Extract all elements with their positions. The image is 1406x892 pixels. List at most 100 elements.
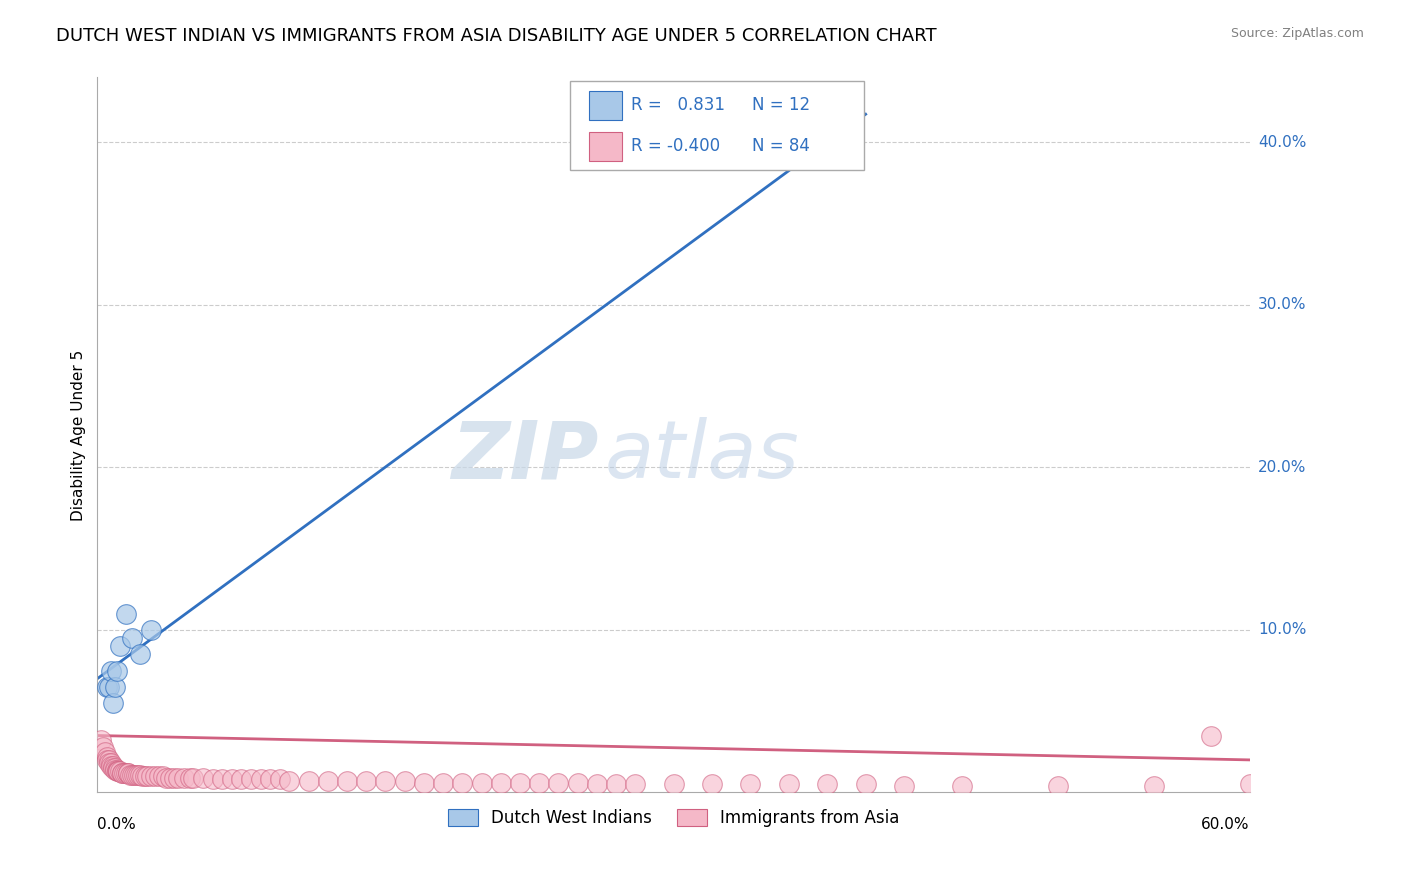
Point bbox=[432, 775, 454, 789]
Point bbox=[1143, 779, 1166, 793]
Bar bbox=[589, 91, 621, 120]
Point bbox=[115, 765, 138, 780]
Point bbox=[104, 761, 127, 775]
Point bbox=[97, 680, 120, 694]
Point bbox=[1201, 729, 1223, 743]
Text: 10.0%: 10.0% bbox=[1258, 623, 1306, 638]
Point bbox=[118, 767, 141, 781]
Point bbox=[96, 749, 118, 764]
Text: N = 12: N = 12 bbox=[752, 96, 810, 114]
Point bbox=[451, 775, 474, 789]
Point bbox=[740, 777, 762, 791]
Point bbox=[122, 767, 145, 781]
Text: 60.0%: 60.0% bbox=[1201, 817, 1250, 832]
Point bbox=[101, 761, 124, 775]
Point bbox=[470, 775, 492, 789]
Point bbox=[585, 777, 607, 791]
Text: 20.0%: 20.0% bbox=[1258, 460, 1306, 475]
Point bbox=[104, 680, 127, 694]
Point bbox=[624, 777, 647, 791]
Point bbox=[112, 765, 135, 780]
Point bbox=[605, 777, 627, 791]
Point bbox=[547, 775, 569, 789]
Point bbox=[139, 623, 162, 637]
Point bbox=[815, 777, 838, 791]
Point bbox=[950, 779, 973, 793]
Bar bbox=[589, 132, 621, 161]
Point bbox=[259, 772, 281, 787]
Point bbox=[107, 764, 129, 779]
Point bbox=[240, 772, 263, 787]
Point bbox=[249, 772, 271, 787]
Point bbox=[163, 771, 186, 785]
Point bbox=[567, 775, 589, 789]
Point bbox=[91, 739, 114, 754]
Point bbox=[96, 680, 118, 694]
Point bbox=[509, 775, 531, 789]
Point bbox=[173, 771, 195, 785]
Point bbox=[412, 775, 434, 789]
Point bbox=[90, 733, 112, 747]
Point bbox=[316, 774, 339, 789]
Point bbox=[152, 769, 174, 783]
Point bbox=[100, 664, 122, 678]
Point bbox=[855, 777, 877, 791]
Point bbox=[336, 774, 359, 789]
Point bbox=[96, 753, 118, 767]
Y-axis label: Disability Age Under 5: Disability Age Under 5 bbox=[72, 350, 86, 521]
Text: R =   0.831: R = 0.831 bbox=[631, 96, 725, 114]
Point bbox=[221, 772, 243, 787]
Point bbox=[201, 772, 224, 787]
Point bbox=[134, 769, 156, 783]
Point bbox=[700, 777, 723, 791]
Point bbox=[527, 775, 550, 789]
Point bbox=[136, 769, 159, 783]
Point bbox=[100, 756, 122, 771]
Point bbox=[662, 777, 685, 791]
FancyBboxPatch shape bbox=[569, 81, 863, 170]
Point bbox=[101, 696, 124, 710]
Point bbox=[121, 631, 143, 645]
Point bbox=[298, 774, 321, 789]
Point bbox=[143, 769, 166, 783]
Point bbox=[125, 767, 148, 781]
Point bbox=[127, 767, 149, 781]
Point bbox=[167, 771, 190, 785]
Point bbox=[115, 607, 138, 621]
Point bbox=[128, 767, 150, 781]
Point bbox=[110, 639, 132, 653]
Point bbox=[110, 764, 132, 779]
Point bbox=[278, 774, 301, 789]
Point bbox=[211, 772, 233, 787]
Text: ZIP: ZIP bbox=[451, 417, 599, 495]
Point bbox=[191, 771, 214, 785]
Point bbox=[128, 648, 150, 662]
Text: 30.0%: 30.0% bbox=[1258, 297, 1306, 312]
Point bbox=[815, 144, 838, 158]
Point bbox=[394, 774, 416, 789]
Point bbox=[159, 771, 181, 785]
Text: R = -0.400: R = -0.400 bbox=[631, 137, 720, 155]
Point bbox=[117, 765, 139, 780]
Point bbox=[139, 769, 162, 783]
Point bbox=[489, 775, 512, 789]
Point bbox=[231, 772, 253, 787]
Text: 40.0%: 40.0% bbox=[1258, 135, 1306, 150]
Point bbox=[148, 769, 170, 783]
Point bbox=[94, 745, 117, 759]
Text: N = 84: N = 84 bbox=[752, 137, 810, 155]
Point bbox=[104, 763, 127, 777]
Point bbox=[893, 779, 915, 793]
Point bbox=[111, 765, 134, 780]
Point bbox=[374, 774, 396, 789]
Point bbox=[354, 774, 377, 789]
Point bbox=[179, 771, 201, 785]
Point bbox=[101, 759, 124, 773]
Point bbox=[131, 769, 153, 783]
Point bbox=[117, 765, 139, 780]
Text: Source: ZipAtlas.com: Source: ZipAtlas.com bbox=[1230, 27, 1364, 40]
Point bbox=[1239, 777, 1261, 791]
Point bbox=[97, 756, 120, 771]
Text: DUTCH WEST INDIAN VS IMMIGRANTS FROM ASIA DISABILITY AGE UNDER 5 CORRELATION CHA: DUTCH WEST INDIAN VS IMMIGRANTS FROM ASI… bbox=[56, 27, 936, 45]
Point bbox=[269, 772, 291, 787]
